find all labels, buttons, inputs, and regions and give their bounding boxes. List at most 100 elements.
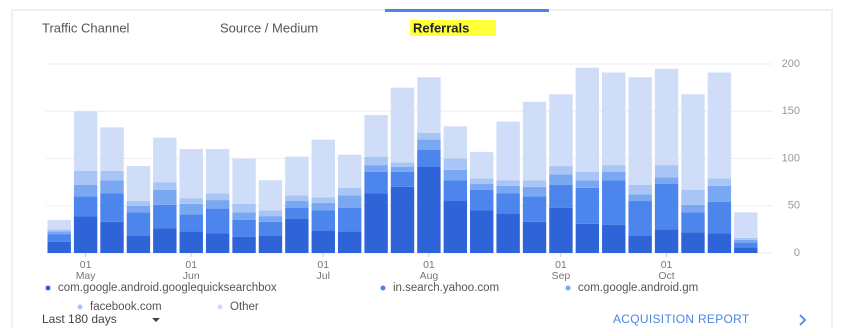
y-tick-label: 100 <box>782 152 800 164</box>
bar-segment <box>390 171 415 187</box>
bar-segment <box>654 165 679 178</box>
bar-segment <box>47 231 71 235</box>
bar-segment <box>734 242 758 248</box>
bar-segment <box>417 167 441 253</box>
bar-segment <box>364 193 388 253</box>
bar-segment <box>443 169 468 181</box>
bar-segment <box>337 154 362 188</box>
bar-segment <box>153 189 177 205</box>
bar-segment <box>311 202 335 211</box>
bar-segment <box>628 184 652 195</box>
bar-segment <box>337 195 362 208</box>
bar-segment <box>232 236 256 253</box>
legend-label: com.google.android.googlequicksearchbox <box>58 282 277 294</box>
bar-segment <box>311 210 335 231</box>
bar-segment <box>575 67 600 172</box>
bar-segment <box>205 208 230 234</box>
bar-segment <box>390 186 415 253</box>
bar-segment <box>390 167 415 172</box>
bar-segment <box>496 213 520 253</box>
bar-segment <box>258 210 283 217</box>
bar-segment <box>205 233 230 253</box>
bar-segment <box>522 221 547 253</box>
x-tick-label: Jul <box>317 270 330 282</box>
legend-dot <box>217 304 223 310</box>
bar-segment <box>337 207 362 232</box>
bar-segment <box>364 171 388 194</box>
bar-segment <box>285 201 309 208</box>
legend-label: Other <box>230 301 259 313</box>
bar-segment <box>628 201 652 236</box>
x-tick-label: Aug <box>420 270 439 282</box>
bar-segment <box>575 171 600 181</box>
date-range[interactable]: Last 180 days <box>42 312 117 326</box>
bar-segment <box>602 224 626 253</box>
bar-segment <box>47 234 71 242</box>
bar-segment <box>285 195 309 202</box>
tab[interactable]: Source / Medium <box>220 20 318 35</box>
bar-segment <box>681 204 705 213</box>
bar-segment <box>364 165 388 172</box>
link-arrow[interactable] <box>799 314 807 326</box>
bar-segment <box>153 204 177 229</box>
bar-segment <box>654 68 679 166</box>
bar-segment <box>258 235 283 253</box>
legend-dot <box>77 304 83 310</box>
legend-label: in.search.yahoo.com <box>393 282 499 294</box>
bar-segment <box>522 186 547 197</box>
bar-segment <box>311 139 335 198</box>
bar-segment <box>707 185 732 202</box>
bar-segment <box>258 180 283 211</box>
bar-segment <box>628 194 652 202</box>
bar-segment <box>73 196 98 217</box>
x-tick-label: Jun <box>183 270 200 282</box>
legend-dot <box>380 285 386 291</box>
tab[interactable]: Traffic Channel <box>42 20 130 35</box>
bar-segment <box>311 230 335 253</box>
bar-segment <box>417 132 441 140</box>
bar-segment <box>390 87 415 163</box>
legend-label: facebook.com <box>90 301 162 313</box>
bar-segment <box>654 229 679 253</box>
bar-segment <box>232 203 256 213</box>
bar-segment <box>126 205 151 213</box>
bar-segment <box>470 210 494 253</box>
bar-segment <box>179 149 203 199</box>
tab-highlight <box>410 20 496 36</box>
bar-segment <box>258 216 283 222</box>
bar-segment <box>205 149 230 194</box>
report-link[interactable]: ACQUISITION REPORT <box>613 312 750 326</box>
bar-segment <box>47 219 71 230</box>
bar-segment <box>734 237 758 240</box>
bar-segment <box>126 166 151 202</box>
bar-segment <box>549 184 573 208</box>
tab[interactable]: Referrals <box>413 20 469 35</box>
bar-segment <box>153 228 177 253</box>
bar-segment <box>734 212 758 238</box>
bar-segment <box>390 162 415 168</box>
dropdown-arrow[interactable] <box>152 318 160 322</box>
bar-segment <box>470 189 494 211</box>
bar-segment <box>364 156 388 166</box>
bar-segment <box>707 233 732 253</box>
bar-segment <box>100 170 124 181</box>
bar-segment <box>734 247 758 253</box>
bar-segment <box>47 241 71 253</box>
bar-segment <box>707 72 732 179</box>
bar-segment <box>364 115 388 157</box>
bar-segment <box>496 180 520 186</box>
bar-segment <box>549 174 573 185</box>
bar-segment <box>205 193 230 201</box>
bar-segment <box>100 221 124 253</box>
bar-segment <box>443 126 468 159</box>
bar-segment <box>179 231 203 253</box>
bar-segment <box>602 165 626 172</box>
bar-segment <box>100 193 124 222</box>
bar-segment <box>470 178 494 185</box>
bar-segment <box>417 139 441 150</box>
x-tick-label: 01 <box>661 259 673 271</box>
bar-segment <box>443 201 468 253</box>
x-tick-label: Oct <box>658 270 674 282</box>
bar-segment <box>73 216 98 253</box>
bar-segment <box>522 101 547 181</box>
